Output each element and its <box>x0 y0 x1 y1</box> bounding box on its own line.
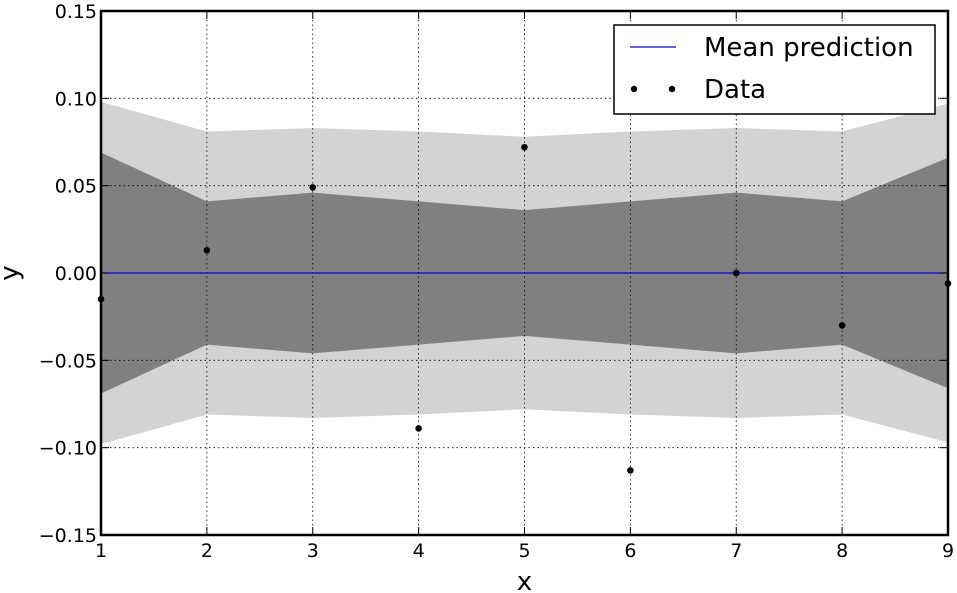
y-axis-label: y <box>0 265 25 280</box>
y-tick-label: −0.10 <box>39 438 97 460</box>
legend: Mean prediction Data <box>613 24 936 115</box>
x-axis-ticks: 1 2 3 4 5 6 7 8 9 <box>95 11 954 562</box>
x-tick-label: 9 <box>942 540 954 562</box>
data-point <box>838 322 846 329</box>
data-point <box>521 143 528 151</box>
y-tick-label: −0.05 <box>39 350 97 372</box>
x-tick-label: 7 <box>730 540 742 562</box>
legend-label-mean-prediction: Mean prediction <box>704 33 914 63</box>
y-axis-ticks: −0.15 −0.10 −0.05 0.00 0.05 0.10 0.15 <box>39 1 948 547</box>
x-axis-label: x <box>517 567 532 593</box>
y-tick-label: 0.15 <box>55 1 97 23</box>
data-point <box>309 184 317 191</box>
legend-box <box>613 24 936 115</box>
x-tick-label: 1 <box>95 540 107 562</box>
x-tick-label: 4 <box>413 540 425 562</box>
data-point <box>627 467 634 474</box>
data-point <box>732 269 740 277</box>
legend-label-data: Data <box>704 75 766 105</box>
y-tick-label: 0.00 <box>55 263 97 285</box>
series-layer <box>97 143 952 474</box>
legend-data-marker <box>630 85 638 93</box>
x-tick-label: 2 <box>201 540 213 562</box>
y-tick-label: −0.15 <box>39 525 97 547</box>
legend-data-marker <box>668 85 676 93</box>
y-tick-label: 0.05 <box>55 176 97 198</box>
x-tick-label: 5 <box>518 540 530 562</box>
data-point <box>415 425 422 432</box>
x-tick-label: 8 <box>836 540 848 562</box>
x-tick-label: 6 <box>624 540 636 562</box>
y-tick-label: 0.10 <box>55 88 97 110</box>
x-tick-label: 3 <box>307 540 319 562</box>
data-point <box>203 246 211 254</box>
